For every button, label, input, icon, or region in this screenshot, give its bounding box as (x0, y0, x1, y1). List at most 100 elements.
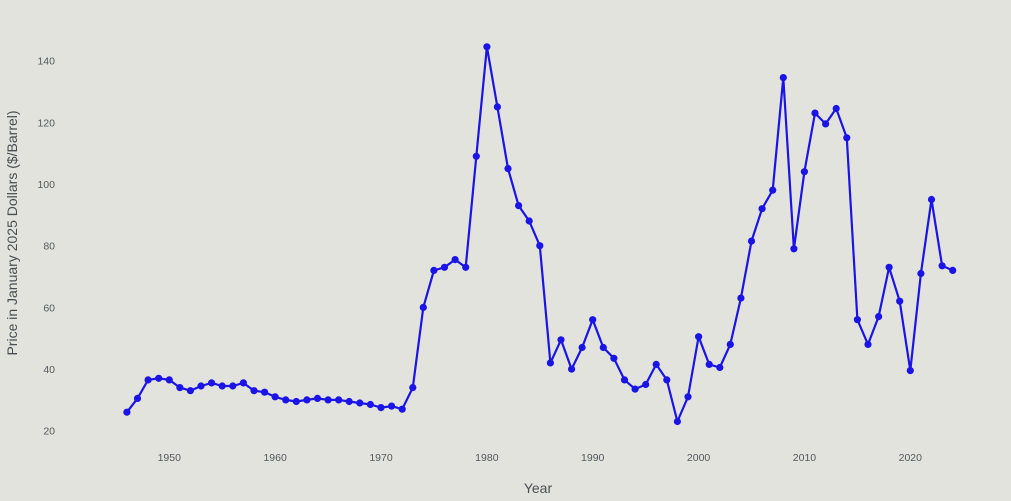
data-point (663, 376, 671, 384)
x-tick-label: 1980 (475, 452, 499, 464)
y-tick-label: 20 (43, 426, 55, 438)
data-point (716, 363, 724, 372)
data-point (345, 397, 353, 406)
data-point (155, 374, 163, 382)
y-tick-label: 140 (37, 56, 55, 68)
x-tick-label: 1960 (263, 452, 287, 464)
data-point (832, 104, 840, 113)
data-point (356, 399, 364, 407)
data-point (430, 266, 438, 274)
data-point (197, 382, 205, 390)
data-point (292, 397, 300, 406)
data-point (790, 245, 798, 253)
x-tick-label: 1990 (581, 452, 605, 464)
y-tick-label: 40 (43, 364, 55, 376)
data-point (896, 297, 904, 305)
x-tick-label: 2000 (687, 452, 711, 464)
data-point (769, 186, 777, 194)
data-point (684, 393, 692, 401)
y-tick-label: 100 (37, 179, 55, 191)
data-point (133, 394, 142, 402)
data-point (811, 109, 819, 117)
data-point (949, 266, 957, 274)
data-point (599, 343, 607, 352)
data-point (282, 396, 290, 404)
data-point (398, 405, 406, 413)
x-tick-label: 1950 (158, 452, 182, 464)
data-point (822, 120, 830, 128)
y-tick-label: 120 (37, 117, 55, 129)
data-point (568, 365, 576, 373)
data-point (218, 382, 226, 390)
data-point (758, 205, 766, 213)
data-point (440, 263, 449, 271)
series-line (125, 45, 954, 423)
x-tick-label: 1970 (369, 452, 393, 464)
data-point (843, 134, 851, 142)
data-point (515, 202, 523, 210)
data-point (875, 313, 883, 321)
data-point (705, 360, 713, 368)
data-point (853, 316, 862, 324)
data-point (409, 384, 417, 392)
data-point (779, 74, 787, 82)
x-tick-label: 2020 (899, 452, 923, 464)
data-point (462, 263, 470, 271)
data-point (927, 195, 936, 204)
data-point (123, 408, 131, 416)
data-point (303, 396, 311, 404)
data-point (176, 384, 184, 392)
data-point (229, 382, 237, 390)
data-point (239, 379, 247, 387)
data-point (388, 402, 396, 410)
y-axis-ticks: 20 40 60 80 100 120 140 (37, 56, 55, 438)
data-point (695, 333, 703, 341)
data-point (642, 380, 650, 389)
data-point (589, 316, 597, 324)
y-axis-title: Price in January 2025 Dollars ($/Barrel) (4, 110, 20, 355)
data-point (419, 303, 427, 311)
x-axis-title: Year (524, 480, 553, 496)
data-point (652, 360, 660, 368)
data-point (938, 262, 946, 270)
y-tick-label: 60 (43, 302, 55, 314)
data-point (800, 168, 809, 176)
data-point (335, 396, 343, 404)
series-layer (123, 43, 957, 426)
data-point (578, 343, 586, 352)
data-point (324, 396, 332, 404)
data-point (737, 294, 745, 302)
data-point (250, 387, 258, 395)
data-point (366, 400, 374, 409)
data-point (917, 269, 925, 278)
data-point (451, 256, 459, 264)
data-point (504, 165, 512, 173)
data-point (472, 152, 480, 160)
data-point (377, 404, 385, 412)
data-point (165, 376, 173, 384)
data-point (525, 217, 533, 225)
x-tick-label: 2010 (793, 452, 817, 464)
data-point (493, 103, 501, 111)
data-point (313, 394, 322, 402)
y-tick-label: 80 (43, 241, 55, 253)
data-point (271, 393, 279, 401)
data-point (610, 354, 618, 362)
data-point (186, 387, 194, 395)
data-point (261, 388, 269, 396)
data-point (546, 359, 555, 367)
data-point (726, 340, 734, 348)
data-point (864, 340, 872, 348)
data-point (673, 417, 682, 426)
data-point (620, 376, 629, 384)
data-point (536, 242, 544, 250)
data-point (885, 263, 893, 271)
data-point (557, 336, 565, 344)
data-point (144, 376, 152, 384)
data-point (906, 367, 914, 375)
data-point (747, 237, 756, 245)
data-point (483, 43, 491, 51)
data-point (208, 379, 216, 387)
